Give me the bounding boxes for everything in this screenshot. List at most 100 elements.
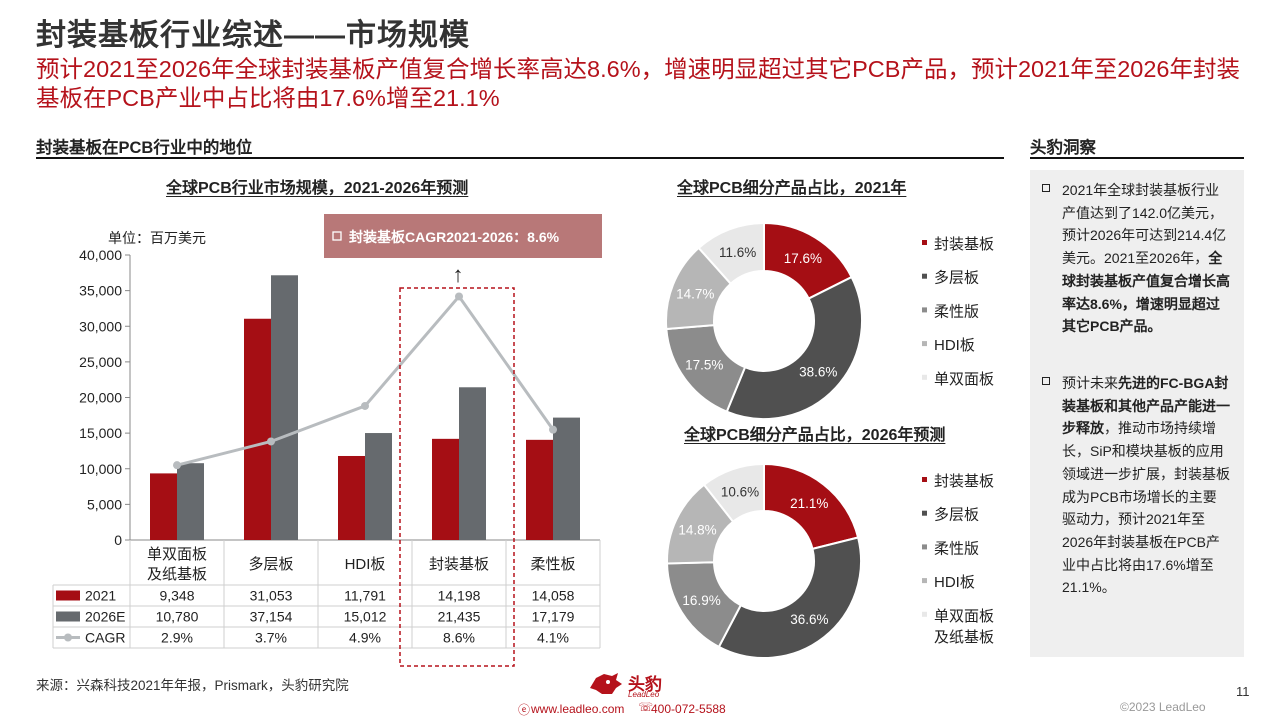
bullet-square-icon	[1042, 377, 1050, 385]
table-cell-value: 11,791	[344, 588, 386, 604]
bar-2026e	[365, 433, 392, 540]
table-cell-value: 21,435	[438, 609, 481, 625]
table-cell-value: 14,198	[438, 588, 481, 604]
legend-label: 及纸基板	[934, 628, 994, 646]
donut-slice-label: 16.9%	[682, 593, 720, 608]
x-category-label: 及纸基板	[147, 565, 207, 583]
source-note: 来源：兴森科技2021年年报，Prismark，头豹研究院	[36, 678, 349, 693]
legend-label: 柔性版	[934, 540, 979, 557]
x-category-label: 单双面板	[147, 545, 207, 563]
x-category-label: 多层板	[248, 555, 293, 573]
copyright: ©2023 LeadLeo	[1120, 700, 1206, 714]
legend-label: 单双面板	[934, 370, 994, 388]
y-tick-label: 15,000	[79, 425, 122, 441]
annotation-bullet-icon	[332, 231, 342, 241]
legend-swatch	[922, 273, 927, 279]
table-cell-value: 17,179	[532, 609, 575, 625]
legend-swatch	[922, 544, 927, 550]
bar-2026e	[459, 387, 486, 540]
insight-bullet-2: 预计未来先进的FC-BGA封装基板和其他产品产能进一步释放，推动市场持续增长，S…	[1042, 372, 1230, 599]
donut-slice	[725, 275, 863, 420]
table-cell-value: 37,154	[250, 609, 293, 625]
donut-slice-label: 38.6%	[799, 364, 837, 379]
right-section-title: 头豹洞察	[1030, 139, 1096, 157]
donut-slice-label: 10.6%	[721, 485, 759, 500]
leo-logo-icon	[590, 673, 622, 694]
table-cell-value: 10,780	[156, 609, 199, 625]
table-cell-value: 15,012	[344, 609, 387, 625]
table-row-label: CAGR	[85, 630, 125, 646]
web-icon: ⓔ	[518, 703, 531, 717]
insight-text-1: 2021年全球封装基板行业产值达到了142.0亿美元，预计2026年可达到214…	[1062, 182, 1230, 335]
bar-2021	[338, 455, 365, 540]
y-tick-label: 30,000	[79, 318, 122, 334]
cagr-annotation-box	[324, 214, 602, 258]
chart-canvas: 单位：百万美元 0 5,000 10,000 15,000 20,000 25,000 30,…	[52, 214, 994, 667]
phone-number: 400-072-5588	[651, 702, 726, 716]
page-title: 封装基板行业综述——市场规模	[36, 19, 470, 52]
pie-2026-title: 全球PCB细分产品占比，2026年预测	[684, 427, 946, 444]
annotation-arrow-icon: ↑	[453, 262, 464, 287]
donut-slice-label: 14.8%	[678, 523, 716, 538]
y-tick-label: 10,000	[79, 461, 122, 477]
legend-swatch	[922, 307, 927, 313]
insight-text-2: 预计未来先进的FC-BGA封装基板和其他产品产能进一步释放，推动市场持续增长，S…	[1062, 375, 1230, 596]
donut-slice-label: 17.5%	[685, 358, 723, 373]
donut-slice-label: 17.6%	[784, 251, 822, 266]
table-cell-value: 9,348	[159, 588, 194, 604]
legend-key-2021	[56, 590, 80, 601]
table-cell-value: 2.9%	[161, 630, 193, 646]
page-subtitle: 预计2021至2026年全球封装基板产值复合增长率高达8.6%，增速明显超过其它…	[36, 56, 1240, 111]
legend-key-2026e	[56, 611, 80, 622]
logo-subtext: LeadLeo	[628, 690, 660, 699]
insight-bullet-1: 2021年全球封装基板行业产值达到了142.0亿美元，预计2026年可达到214…	[1042, 179, 1230, 338]
bullet-square-icon	[1042, 184, 1050, 192]
donut-slice	[697, 221, 765, 286]
highlight-dashed-box	[399, 287, 515, 667]
website-link[interactable]: www.leadleo.com	[531, 702, 625, 716]
x-category-label: 封装基板	[429, 555, 489, 573]
x-category-label: 柔性板	[530, 555, 575, 573]
legend-swatch	[922, 477, 927, 482]
legend-key-cagr-point	[64, 633, 72, 642]
y-tick-label: 35,000	[79, 283, 122, 299]
cagr-point	[455, 292, 463, 301]
y-tick-label: 25,000	[79, 354, 122, 370]
logo-text: 头豹	[628, 675, 662, 694]
table-cell-value: 4.1%	[537, 630, 569, 646]
donut-slice	[702, 462, 765, 524]
cagr-point	[549, 425, 557, 434]
donut-slice-label: 36.6%	[790, 612, 828, 627]
pie-2021-title: 全球PCB细分产品占比，2021年	[677, 180, 907, 197]
bar-2021	[244, 318, 271, 540]
table-cell-value: 4.9%	[349, 630, 381, 646]
bar-2026e	[553, 417, 580, 540]
donut-slice-label: 11.6%	[719, 245, 756, 260]
left-section-title: 封装基板在PCB行业中的地位	[36, 139, 253, 157]
legend-label: 封装基板	[934, 472, 994, 490]
legend-swatch	[922, 374, 927, 380]
legend-label: 单双面板	[934, 607, 994, 625]
legend-swatch	[922, 578, 927, 584]
left-section-rule	[36, 157, 1004, 159]
cagr-point	[361, 401, 369, 410]
table-cell-value: 8.6%	[443, 630, 475, 646]
table-row-label: 2026E	[85, 609, 125, 625]
table-row-label: 2021	[85, 588, 116, 604]
right-section-rule	[1030, 157, 1244, 159]
bar-chart: 单位：百万美元 0 5,000 10,000 15,000 20,000 25,000 30,…	[52, 214, 602, 667]
donut-slice-label: 21.1%	[790, 496, 828, 511]
donut-slice	[717, 536, 862, 659]
table-cell-value: 31,053	[250, 588, 293, 604]
legend-label: 封装基板	[934, 235, 994, 253]
insight-panel	[1030, 170, 1244, 657]
phone-icon: ☏	[638, 700, 654, 714]
legend-label: 多层板	[934, 506, 979, 524]
table-cell-value: 14,058	[532, 588, 575, 604]
bar-2021	[150, 473, 177, 540]
legend-label: 柔性版	[934, 303, 979, 320]
cagr-point	[267, 437, 275, 446]
unit-label: 单位：百万美元	[108, 230, 206, 246]
bar-2021	[526, 439, 553, 540]
